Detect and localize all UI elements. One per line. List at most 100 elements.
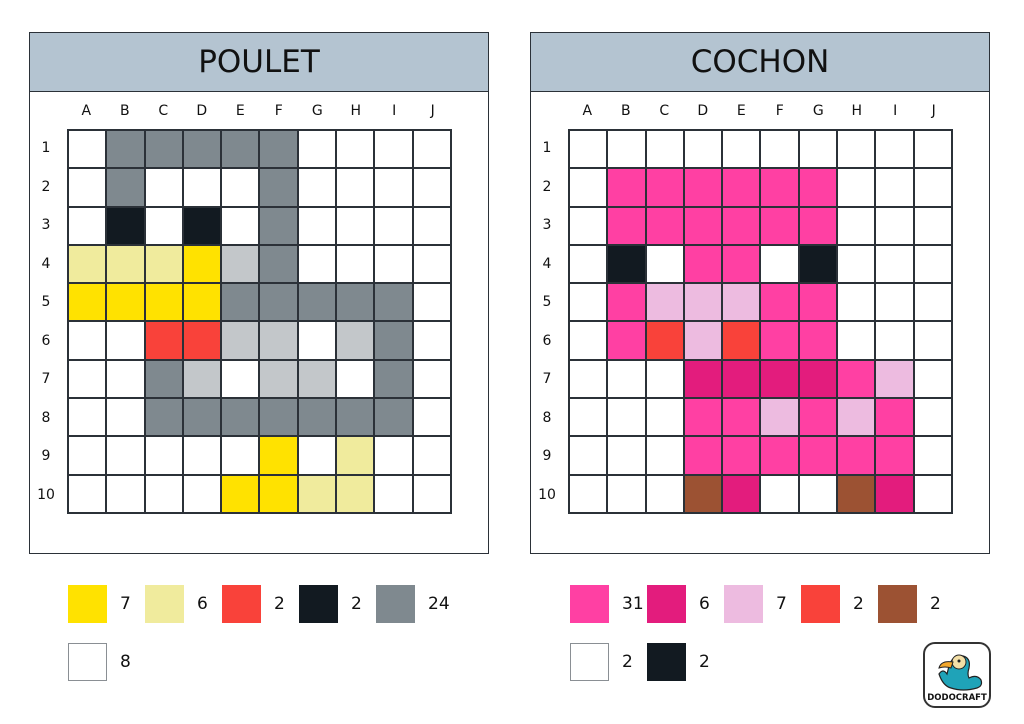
- grid-cell-j6: [412, 321, 451, 360]
- grid-cell-d8: [182, 398, 222, 437]
- grid-cell-g2: [798, 168, 838, 207]
- pixel-grid: [67, 129, 452, 514]
- grid-cell-e9: [221, 436, 260, 475]
- grid-cell-e4: [221, 244, 260, 284]
- grid-cell-g1: [297, 130, 337, 169]
- svg-text:DODOCRAFT: DODOCRAFT: [927, 693, 987, 703]
- grid-cell-a8: [569, 398, 608, 437]
- grid-cell-c8: [645, 398, 684, 437]
- grid-cell-j4: [412, 244, 451, 284]
- grid-cell-h9: [336, 436, 375, 475]
- color-swatch: [376, 585, 415, 623]
- puzzle-title: COCHON: [531, 33, 989, 92]
- column-label-a: A: [81, 103, 92, 119]
- grid-cell-b8: [106, 398, 145, 437]
- grid-cell-h4: [336, 244, 375, 284]
- grid-cell-d7: [182, 359, 222, 399]
- grid-cell-f6: [760, 321, 799, 360]
- grid-cell-h6: [837, 321, 876, 360]
- row-label-7: 7: [542, 371, 552, 387]
- grid-cell-d3: [683, 206, 723, 245]
- grid-cell-g7: [297, 359, 337, 399]
- grid-cell-a2: [569, 168, 608, 207]
- grid-cell-h10: [837, 474, 876, 513]
- puzzle-title: POULET: [30, 33, 488, 92]
- grid-cell-f7: [760, 359, 799, 399]
- grid-cell-g5: [297, 283, 337, 322]
- grid-cell-e3: [722, 206, 761, 245]
- grid-cell-c3: [144, 206, 183, 245]
- color-count: 7: [776, 594, 787, 614]
- grid-cell-c2: [645, 168, 684, 207]
- row-label-3: 3: [542, 217, 552, 233]
- color-swatch: [68, 585, 107, 623]
- grid-cell-c3: [645, 206, 684, 245]
- grid-cell-a10: [68, 474, 107, 513]
- grid-cell-h5: [336, 283, 375, 322]
- column-label-d: D: [196, 103, 208, 119]
- grid-cell-d4: [683, 244, 723, 284]
- grid-cell-g8: [798, 398, 838, 437]
- grid-cell-e8: [722, 398, 761, 437]
- grid-cell-i9: [374, 436, 413, 475]
- grid-cell-d5: [182, 283, 222, 322]
- grid-cell-d3: [182, 206, 222, 245]
- grid-cell-f1: [259, 130, 298, 169]
- grid-cell-e5: [722, 283, 761, 322]
- grid-cell-h1: [336, 130, 375, 169]
- grid-cell-b6: [106, 321, 145, 360]
- grid-cell-i6: [374, 321, 413, 360]
- grid-cell-b9: [106, 436, 145, 475]
- row-label-2: 2: [41, 178, 51, 195]
- grid-cell-g7: [798, 359, 838, 399]
- column-label-d: D: [697, 103, 709, 119]
- legend-item: 6: [647, 585, 710, 623]
- column-label-c: C: [659, 103, 670, 119]
- column-label-f: F: [775, 103, 784, 119]
- grid-cell-c6: [645, 321, 684, 360]
- grid-cell-g8: [297, 398, 337, 437]
- grid-cell-f8: [259, 398, 298, 437]
- grid-cell-j2: [412, 168, 451, 207]
- grid-cell-g10: [798, 474, 838, 513]
- grid-cell-g3: [297, 206, 337, 245]
- grid-cell-f8: [760, 398, 799, 437]
- grid-cell-h3: [336, 206, 375, 245]
- grid-cell-j8: [412, 398, 451, 437]
- grid-cell-j5: [913, 283, 952, 322]
- grid-cell-i1: [374, 130, 413, 169]
- color-swatch: [878, 585, 917, 623]
- row-label-6: 6: [41, 332, 51, 349]
- grid-cell-f5: [259, 283, 298, 322]
- grid-cell-i9: [875, 436, 914, 475]
- grid-cell-i4: [875, 244, 914, 284]
- grid-cell-f1: [760, 130, 799, 169]
- row-label-9: 9: [542, 448, 552, 464]
- grid-cell-g1: [798, 130, 838, 169]
- grid-cell-j7: [913, 359, 952, 399]
- grid-cell-e7: [221, 359, 260, 399]
- row-label-4: 4: [41, 255, 51, 272]
- column-label-j: J: [931, 103, 936, 119]
- grid-cell-f10: [760, 474, 799, 513]
- grid-cell-f4: [259, 244, 298, 284]
- grid-cell-c7: [144, 359, 183, 399]
- color-count: 8: [120, 652, 131, 672]
- grid-cell-d4: [182, 244, 222, 284]
- grid-cell-a7: [68, 359, 107, 399]
- legend-item: 31: [570, 585, 644, 623]
- grid-cell-c2: [144, 168, 183, 207]
- grid-cell-a3: [569, 206, 608, 245]
- grid-cell-c10: [144, 474, 183, 513]
- column-label-g: G: [311, 103, 323, 119]
- grid-cell-a10: [569, 474, 608, 513]
- grid-cell-j9: [913, 436, 952, 475]
- grid-cell-a2: [68, 168, 107, 207]
- grid-cell-d6: [683, 321, 723, 360]
- grid-cell-j3: [913, 206, 952, 245]
- grid-cell-f3: [259, 206, 298, 245]
- row-label-7: 7: [41, 371, 51, 387]
- row-label-10: 10: [37, 486, 55, 503]
- legend-item: 2: [299, 585, 362, 623]
- grid-cell-e7: [722, 359, 761, 399]
